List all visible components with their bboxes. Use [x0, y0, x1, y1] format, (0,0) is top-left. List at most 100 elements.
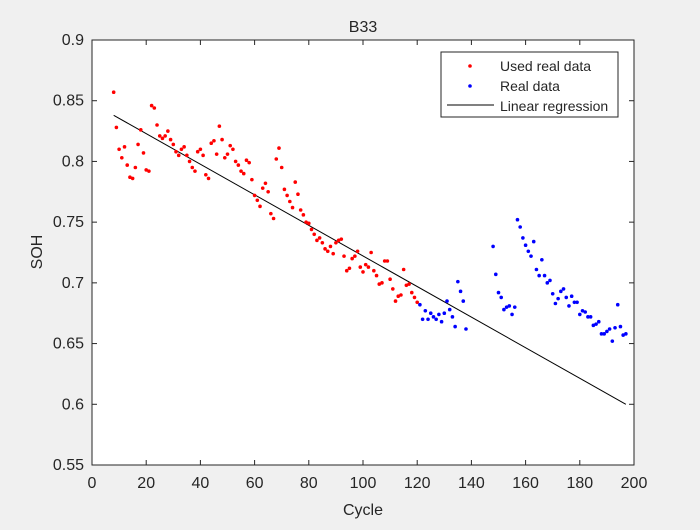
used-real-data-point — [138, 128, 143, 132]
y-tick-label: 0.65 — [53, 336, 84, 353]
y-tick-label: 0.7 — [62, 275, 84, 292]
real-data-point — [442, 311, 447, 316]
used-real-data-point — [117, 147, 121, 152]
used-real-data-point — [111, 90, 116, 95]
y-tick-label: 0.75 — [53, 214, 84, 231]
y-axis: 0.55 0.6 0.65 0.7 0.75 0.8 0.85 0.9 — [53, 32, 634, 474]
legend-marker-real-data — [468, 84, 472, 88]
used-real-data-point — [374, 273, 379, 278]
real-data-point — [564, 295, 569, 300]
real-data-point — [529, 254, 533, 258]
used-real-data-point — [163, 134, 167, 138]
x-tick-label: 20 — [137, 475, 155, 492]
used-real-data-point — [204, 172, 208, 177]
real-data-point — [556, 296, 560, 301]
real-data-point — [575, 300, 579, 305]
real-data-point — [426, 317, 430, 322]
used-real-data-point — [209, 141, 214, 146]
real-data-point — [559, 289, 563, 294]
real-data-point — [610, 339, 615, 343]
used-real-data-point — [380, 281, 384, 285]
used-real-data-point — [342, 254, 346, 258]
used-real-data-point — [396, 294, 401, 299]
real-data-point — [512, 305, 517, 309]
used-real-data-point — [212, 138, 216, 143]
real-data-point — [607, 327, 612, 331]
real-data-point — [613, 325, 617, 330]
used-real-data-point — [247, 160, 251, 165]
used-real-data-point — [157, 134, 162, 138]
real-data-point — [445, 299, 449, 303]
used-real-data-point — [222, 155, 227, 160]
real-data-point — [458, 289, 463, 294]
real-data-point — [420, 317, 425, 322]
real-data-point — [418, 302, 422, 307]
x-tick-label: 180 — [566, 475, 593, 492]
used-real-data-point — [312, 232, 317, 237]
real-data-point — [596, 319, 601, 324]
used-real-data-point — [182, 145, 186, 149]
used-real-data-point — [309, 227, 314, 232]
x-tick-label: 80 — [300, 475, 318, 492]
real-data-point — [464, 327, 468, 331]
used-real-data-point — [382, 259, 387, 263]
used-real-data-point — [260, 186, 265, 190]
used-real-data-point — [325, 249, 330, 254]
real-data-point — [537, 273, 541, 278]
real-data-point — [493, 272, 498, 277]
real-data-point — [431, 315, 436, 319]
real-data-point — [586, 315, 590, 319]
used-real-data-point — [239, 169, 243, 173]
used-real-data-point — [269, 211, 273, 216]
used-real-data-point — [206, 176, 211, 181]
used-real-data-point — [298, 208, 303, 212]
used-real-data-point — [185, 153, 189, 158]
used-real-data-point — [149, 103, 154, 108]
legend-marker-used-real-data — [468, 64, 472, 68]
real-data-point — [499, 295, 504, 300]
real-data-point — [605, 329, 609, 334]
used-real-data-point — [263, 181, 268, 186]
legend-label-real-data: Real data — [500, 78, 560, 94]
legend-label-used-real-data: Used real data — [500, 58, 591, 74]
used-real-data-point — [331, 251, 335, 256]
used-real-data-point — [266, 189, 270, 194]
x-tick-label: 0 — [88, 475, 97, 492]
used-real-data-point — [328, 244, 333, 249]
real-data-point — [523, 243, 528, 248]
used-real-data-point — [160, 136, 165, 141]
used-real-data-point — [372, 268, 376, 273]
x-tick-label: 120 — [404, 475, 431, 492]
real-data-point — [502, 307, 506, 312]
used-real-data-point — [355, 249, 360, 254]
used-real-data-point — [250, 177, 254, 182]
used-real-data-point — [388, 277, 392, 282]
used-real-data-point — [347, 266, 352, 271]
real-data-point — [491, 244, 495, 249]
used-real-data-point — [147, 169, 151, 173]
used-real-data-point — [258, 204, 262, 209]
real-data-point — [602, 332, 606, 336]
y-tick-label: 0.55 — [53, 457, 84, 474]
points-layer — [111, 90, 628, 343]
used-real-data-point — [195, 149, 200, 154]
used-real-data-point — [358, 265, 363, 269]
used-real-data-point — [393, 299, 398, 303]
used-real-data-point — [320, 240, 325, 245]
used-real-data-point — [225, 152, 230, 156]
real-data-point — [583, 310, 588, 314]
used-real-data-point — [334, 240, 338, 245]
used-real-data-point — [176, 153, 181, 158]
used-real-data-point — [241, 171, 246, 176]
used-real-data-point — [407, 282, 411, 286]
real-data-point — [615, 302, 620, 307]
used-real-data-point — [231, 147, 235, 152]
used-real-data-point — [350, 256, 354, 261]
x-tick-label: 40 — [192, 475, 210, 492]
used-real-data-point — [233, 159, 238, 164]
real-data-point — [510, 312, 514, 317]
real-data-point — [540, 257, 544, 262]
used-real-data-point — [217, 124, 222, 129]
used-real-data-point — [152, 106, 157, 110]
used-real-data-point — [293, 180, 298, 184]
